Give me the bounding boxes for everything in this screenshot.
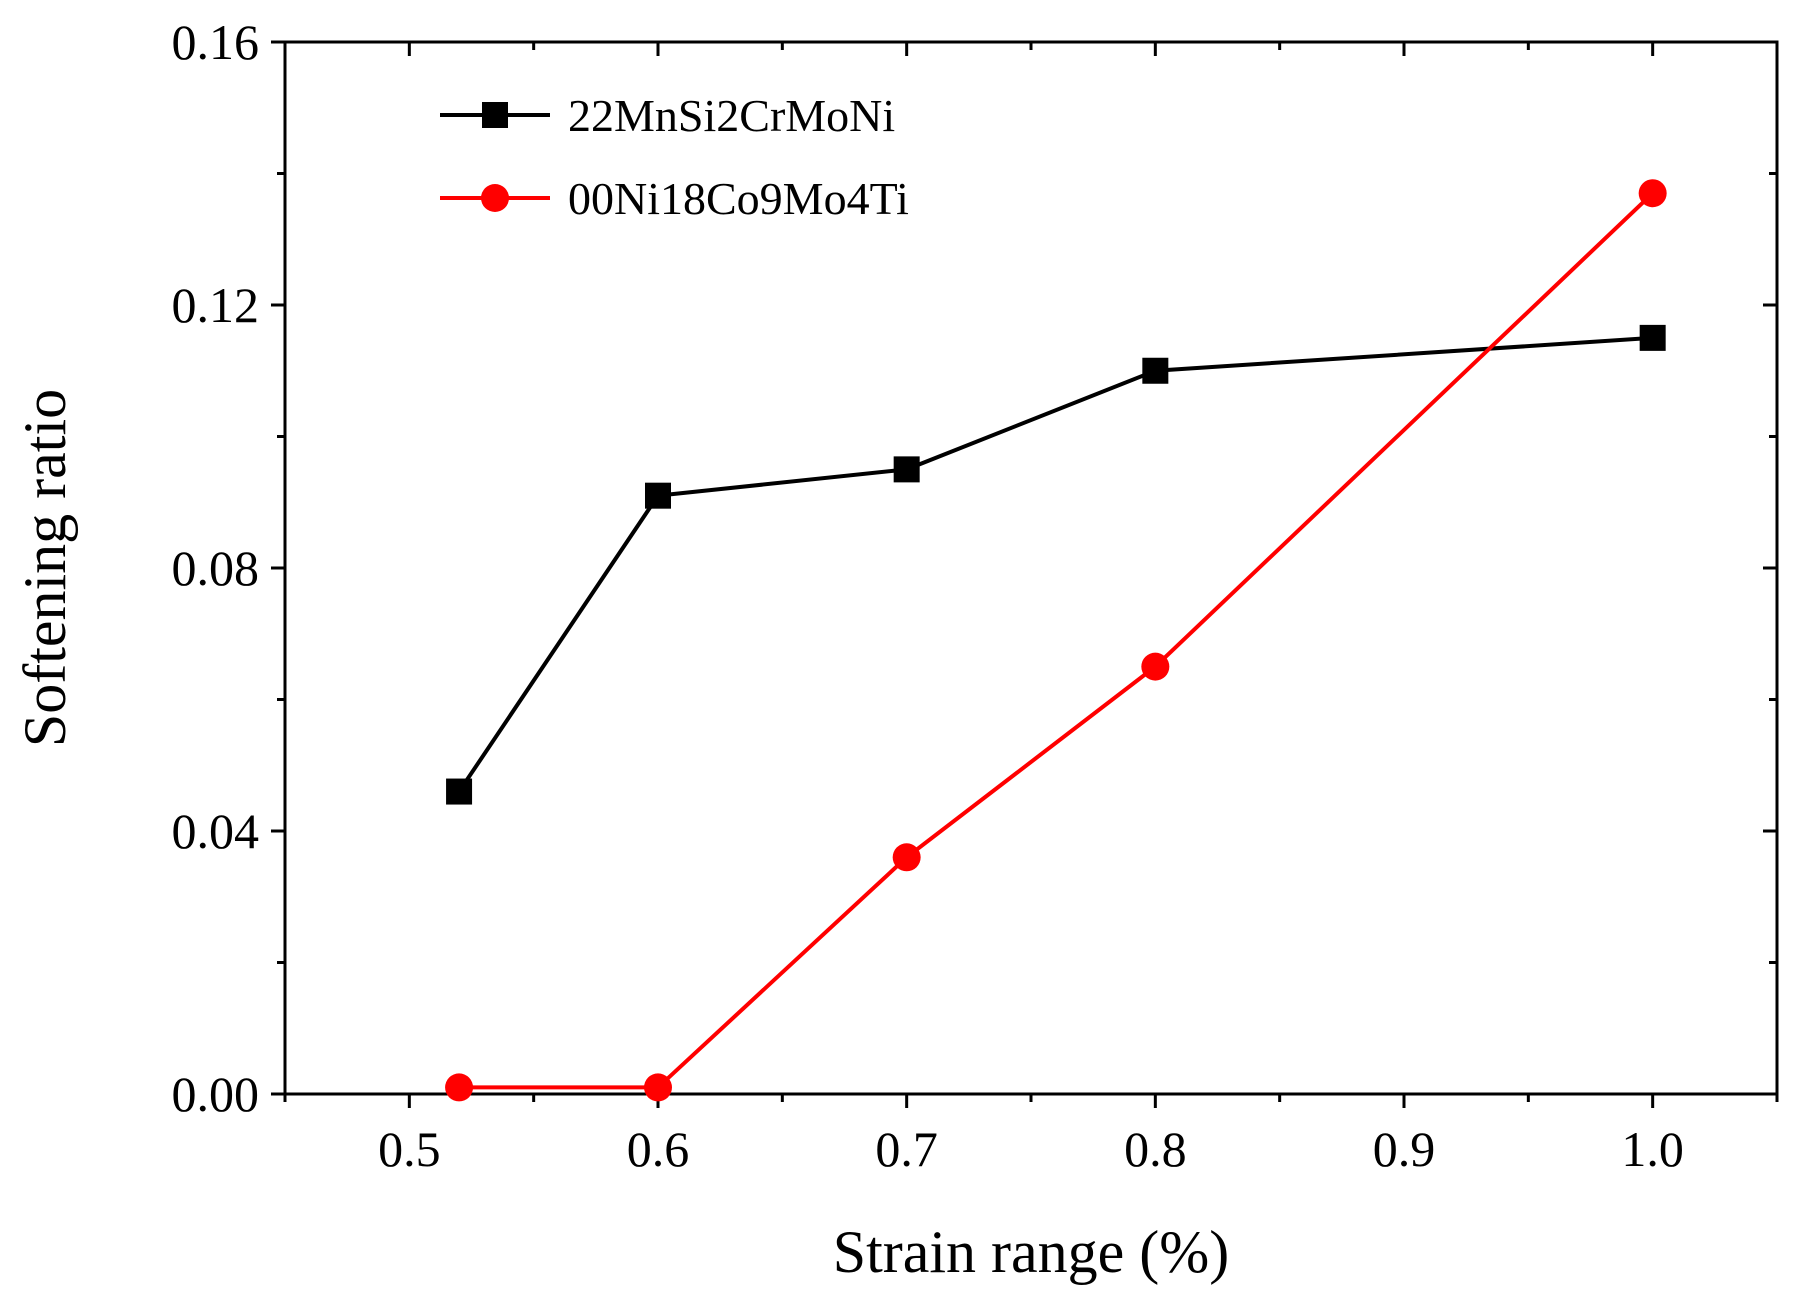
x-tick-label: 1.0 [1621, 1121, 1684, 1177]
legend: 22MnSi2CrMoNi 00Ni18Co9Mo4Ti [440, 90, 909, 224]
legend-marker [481, 184, 509, 212]
y-tick-label: 0.00 [172, 1066, 260, 1122]
x-tick-label: 0.5 [378, 1121, 441, 1177]
series-2 [445, 179, 1667, 1102]
y-tick-label: 0.04 [172, 803, 260, 859]
y-tick-label: 0.08 [172, 540, 260, 596]
series-layer [445, 179, 1667, 1102]
series-1 [446, 324, 1666, 805]
x-tick-label: 0.9 [1373, 1121, 1436, 1177]
data-point [1638, 179, 1667, 208]
x-tick-label: 0.8 [1124, 1121, 1187, 1177]
data-point [645, 482, 671, 509]
y-axis-title: Softening ratio [12, 389, 78, 747]
series-line [457, 335, 1653, 793]
y-tick-label: 0.16 [172, 14, 260, 70]
ticks: 0.5 0.6 0.7 0.8 0.9 1.0 0.00 0.04 0.08 0.12 0.16 [172, 14, 1779, 1177]
legend-item: 00Ni18Co9Mo4Ti [440, 173, 909, 224]
data-point [892, 843, 921, 872]
legend-label: 22MnSi2CrMoNi [568, 90, 895, 141]
data-point [446, 778, 473, 805]
data-point [1141, 652, 1170, 681]
legend-label: 00Ni18Co9Mo4Ti [568, 173, 909, 224]
x-tick-label: 0.6 [627, 1121, 690, 1177]
data-point [893, 456, 920, 483]
x-tick-label: 0.7 [875, 1121, 938, 1177]
data-point [1639, 324, 1666, 351]
series-line [459, 191, 1655, 1090]
x-axis-title: Strain range (%) [833, 1219, 1230, 1285]
data-point [445, 1073, 474, 1102]
legend-marker [482, 102, 508, 128]
data-point [1142, 357, 1169, 384]
y-tick-label: 0.12 [172, 277, 260, 333]
legend-item: 22MnSi2CrMoNi [440, 90, 895, 141]
data-point [644, 1073, 672, 1102]
